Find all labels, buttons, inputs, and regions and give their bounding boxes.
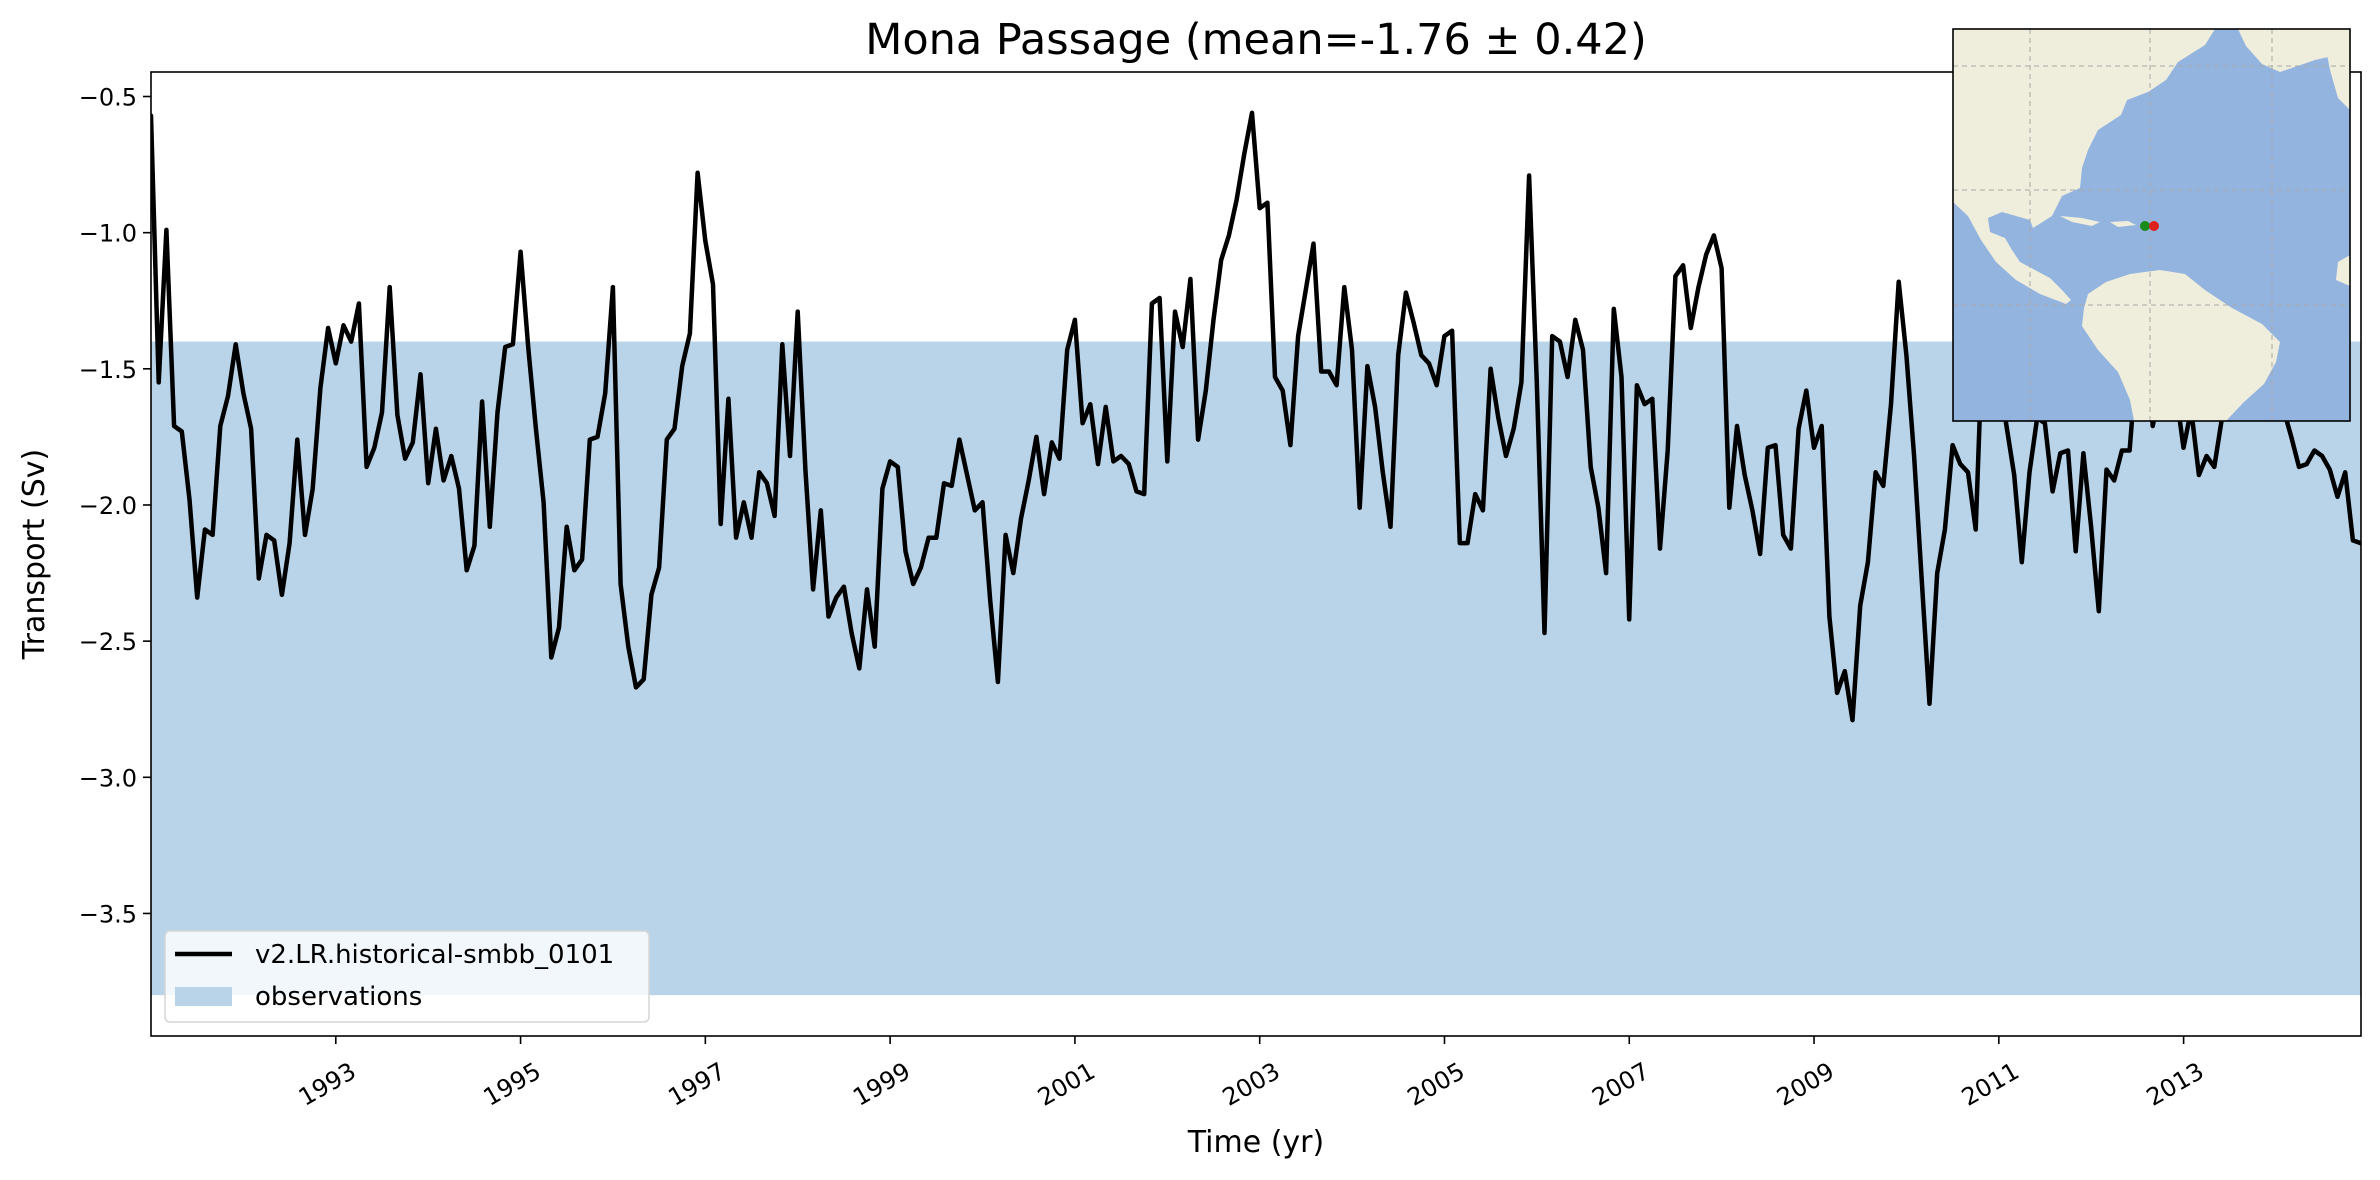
x-tick-label: 1993	[294, 1057, 361, 1112]
legend-label-series: v2.LR.historical-smbb_0101	[255, 940, 614, 970]
chart-title: Mona Passage (mean=-1.76 ± 0.42)	[865, 15, 1647, 65]
observations-band	[151, 341, 2361, 996]
map-land-caribbean	[2060, 216, 2136, 227]
x-tick-label: 1999	[848, 1057, 915, 1112]
x-tick-label: 1995	[479, 1057, 546, 1112]
series-line-v2-lr-historical-smbb-0101	[151, 110, 2361, 723]
map-land-north-america	[1953, 29, 2215, 304]
legend-patch-swatch	[175, 987, 232, 1006]
y-tick-label: −0.5	[79, 84, 137, 112]
map-land-south-america	[2082, 270, 2280, 421]
inset-map-frame	[1952, 28, 2351, 422]
legend-box	[164, 930, 650, 1023]
y-tick-label: −2.0	[79, 492, 137, 520]
red-marker	[2149, 221, 2159, 231]
y-tick-label: −3.0	[79, 764, 137, 792]
x-tick-label: 2009	[1772, 1057, 1839, 1112]
y-tick-label: −1.0	[79, 220, 137, 248]
x-tick-label: 2005	[1403, 1057, 1470, 1112]
map-gridlines	[1953, 29, 2350, 421]
axes-frame	[150, 71, 2362, 1037]
x-axis-ticks: 1993 1995 1997 1999 2001 2003 2005 2007 2009 2011…	[294, 1036, 2209, 1112]
y-axis-ticks: −3.5 −3.0 −2.5 −2.0 −1.5 −1.0 −0.5	[79, 84, 151, 928]
green-marker	[2140, 221, 2150, 231]
x-tick-label: 1997	[663, 1057, 730, 1112]
inset-map	[1952, 28, 2351, 422]
legend: v2.LR.historical-smbb_0101 observations	[164, 930, 650, 1023]
y-tick-label: −3.5	[79, 900, 137, 928]
x-tick-label: 2007	[1587, 1057, 1654, 1112]
map-land-greenland	[2238, 29, 2350, 72]
plot-area	[151, 110, 2361, 996]
x-tick-label: 2001	[1033, 1057, 1100, 1112]
x-axis-label: Time (yr)	[1187, 1125, 1324, 1160]
x-tick-label: 2003	[1218, 1057, 1285, 1112]
y-tick-label: −1.5	[79, 356, 137, 384]
map-land-africa	[2336, 255, 2350, 286]
y-axis-label: Transport (Sv)	[17, 449, 52, 661]
x-tick-label: 2011	[1957, 1057, 2024, 1112]
y-tick-label: −2.5	[79, 628, 137, 656]
legend-label-observations: observations	[255, 982, 422, 1012]
x-tick-label: 2013	[2142, 1057, 2209, 1112]
map-land-europe	[2322, 29, 2350, 110]
